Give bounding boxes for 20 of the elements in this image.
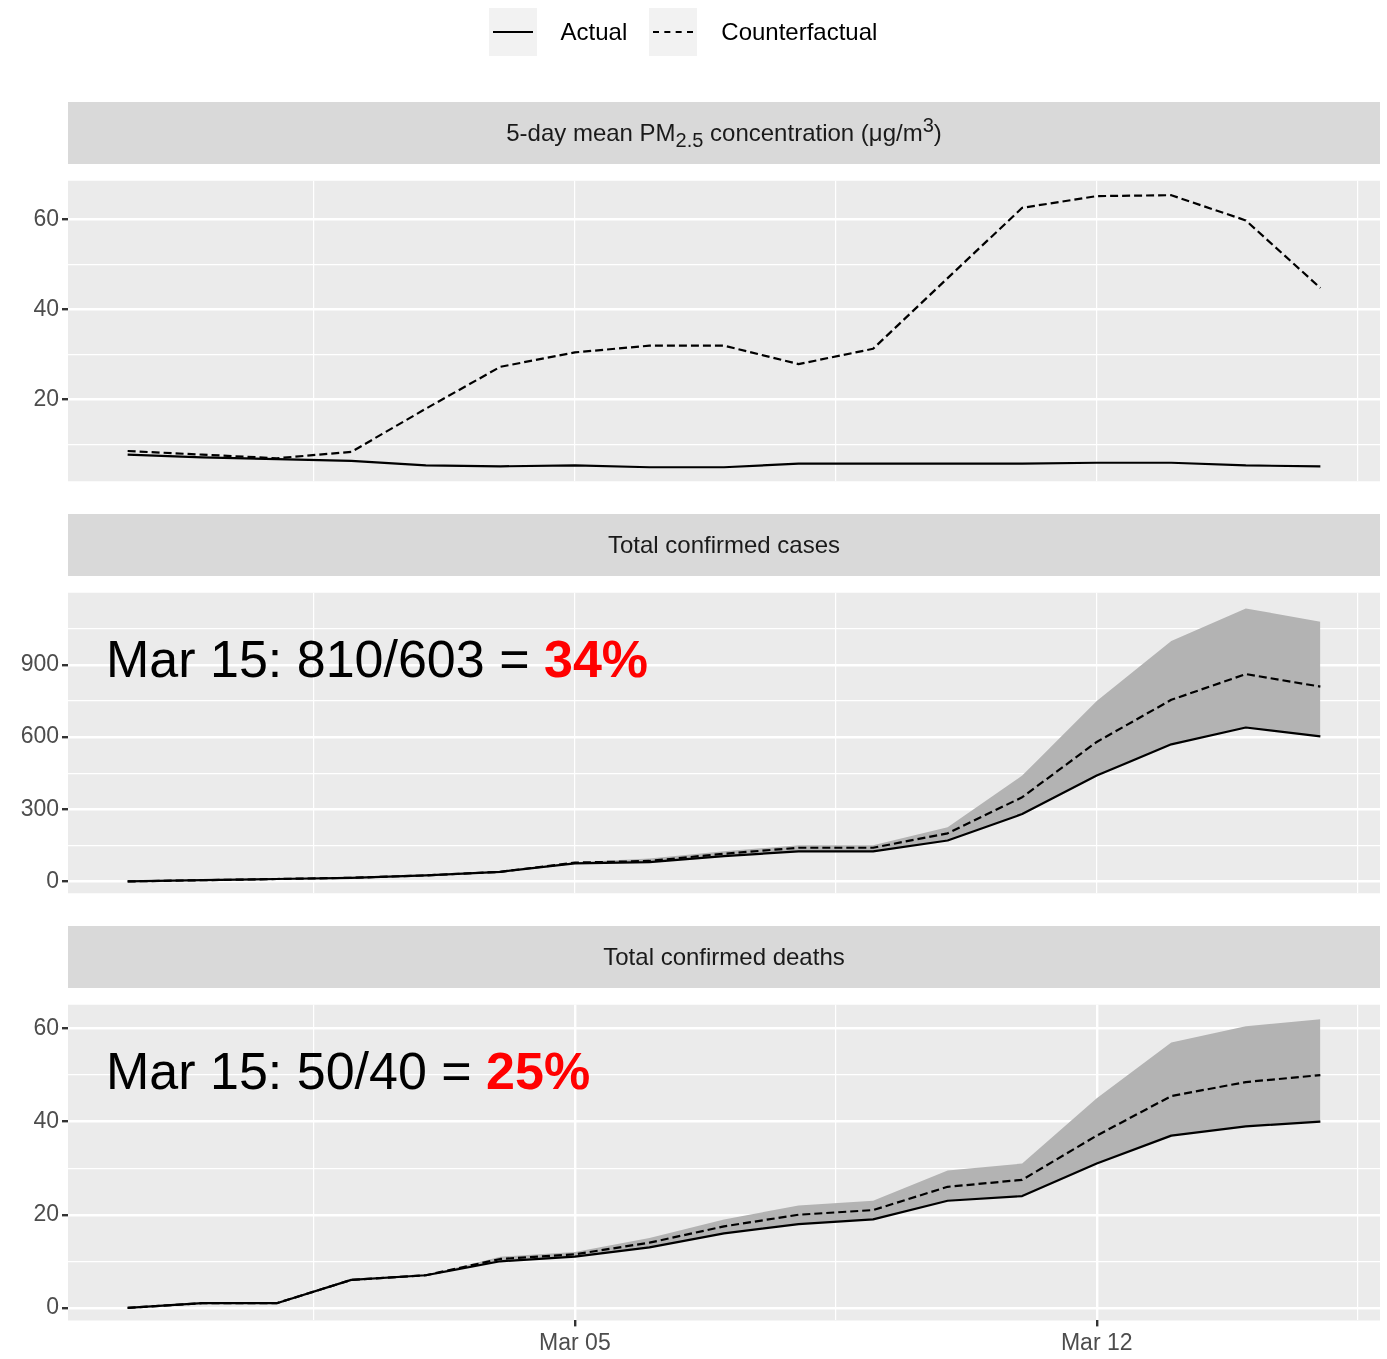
chart-title: Total confirmed deaths bbox=[603, 943, 845, 971]
y-tick-label: 40 bbox=[33, 294, 59, 321]
y-tick-label: 60 bbox=[33, 204, 59, 231]
y-tick-label: 0 bbox=[46, 866, 59, 893]
annotation: Mar 15: 810/603 = 34% bbox=[106, 630, 649, 689]
y-tick-label: 900 bbox=[20, 650, 59, 677]
y-tick-label: 0 bbox=[46, 1293, 59, 1320]
legend-label: Counterfactual bbox=[721, 18, 878, 46]
y-tick-label: 60 bbox=[33, 1013, 59, 1040]
annotation: Mar 15: 50/40 = 25% bbox=[106, 1042, 591, 1101]
x-tick-label: Mar 12 bbox=[1060, 1328, 1133, 1355]
y-tick-label: 300 bbox=[20, 794, 59, 821]
legend-label: Actual bbox=[560, 18, 628, 46]
y-tick-label: 40 bbox=[33, 1106, 59, 1133]
y-tick-label: 20 bbox=[33, 1200, 59, 1227]
chart-title: 5-day mean PM$_{2.5}$ concentration (μg/m$^{3}$) bbox=[506, 114, 942, 152]
chart-title: Total confirmed cases bbox=[607, 531, 841, 559]
x-tick-label: Mar 05 bbox=[539, 1328, 611, 1355]
y-tick-label: 600 bbox=[20, 722, 59, 749]
y-tick-label: 20 bbox=[33, 385, 59, 412]
